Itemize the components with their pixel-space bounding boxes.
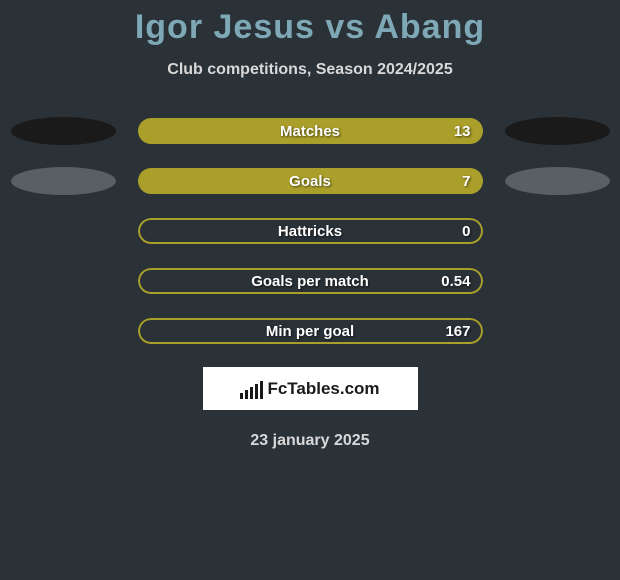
- stat-pill: Hattricks0: [138, 218, 483, 244]
- stat-value: 13: [454, 123, 471, 140]
- stat-value: 0.54: [441, 273, 470, 290]
- stat-label: Min per goal: [138, 323, 483, 340]
- logo-bar: [245, 390, 248, 399]
- page-title: Igor Jesus vs Abang: [0, 8, 620, 47]
- main-container: Igor Jesus vs Abang Club competitions, S…: [0, 0, 620, 450]
- logo-bar: [240, 393, 243, 399]
- logo-bar: [255, 384, 258, 399]
- logo-bar: [260, 381, 263, 399]
- stat-row: Hattricks0: [0, 217, 620, 245]
- stat-label: Hattricks: [138, 223, 483, 240]
- stat-label: Goals per match: [138, 273, 483, 290]
- stat-pill: Matches13: [138, 118, 483, 144]
- stat-row: Goals per match0.54: [0, 267, 620, 295]
- logo-text: FcTables.com: [267, 379, 379, 399]
- logo-bars-icon: [240, 379, 263, 399]
- right-ellipse-icon: [505, 117, 610, 145]
- date-label: 23 january 2025: [0, 432, 620, 450]
- right-ellipse-icon: [505, 167, 610, 195]
- logo-inner: FcTables.com: [240, 379, 379, 399]
- logo-box: FcTables.com: [203, 367, 418, 410]
- stat-value: 7: [462, 173, 470, 190]
- subtitle: Club competitions, Season 2024/2025: [0, 61, 620, 79]
- stat-pill: Goals7: [138, 168, 483, 194]
- stat-row: Matches13: [0, 117, 620, 145]
- stat-label: Matches: [138, 123, 483, 140]
- stats-block: Matches13 Goals7 Hattricks0 Goals per match…: [0, 117, 620, 345]
- stat-pill: Min per goal167: [138, 318, 483, 344]
- stat-value: 0: [462, 223, 470, 240]
- stat-row: Goals7: [0, 167, 620, 195]
- stat-value: 167: [445, 323, 470, 340]
- stat-pill: Goals per match0.54: [138, 268, 483, 294]
- stat-row: Min per goal167: [0, 317, 620, 345]
- stat-label: Goals: [138, 173, 483, 190]
- logo-bar: [250, 387, 253, 399]
- left-ellipse-icon: [11, 167, 116, 195]
- left-ellipse-icon: [11, 117, 116, 145]
